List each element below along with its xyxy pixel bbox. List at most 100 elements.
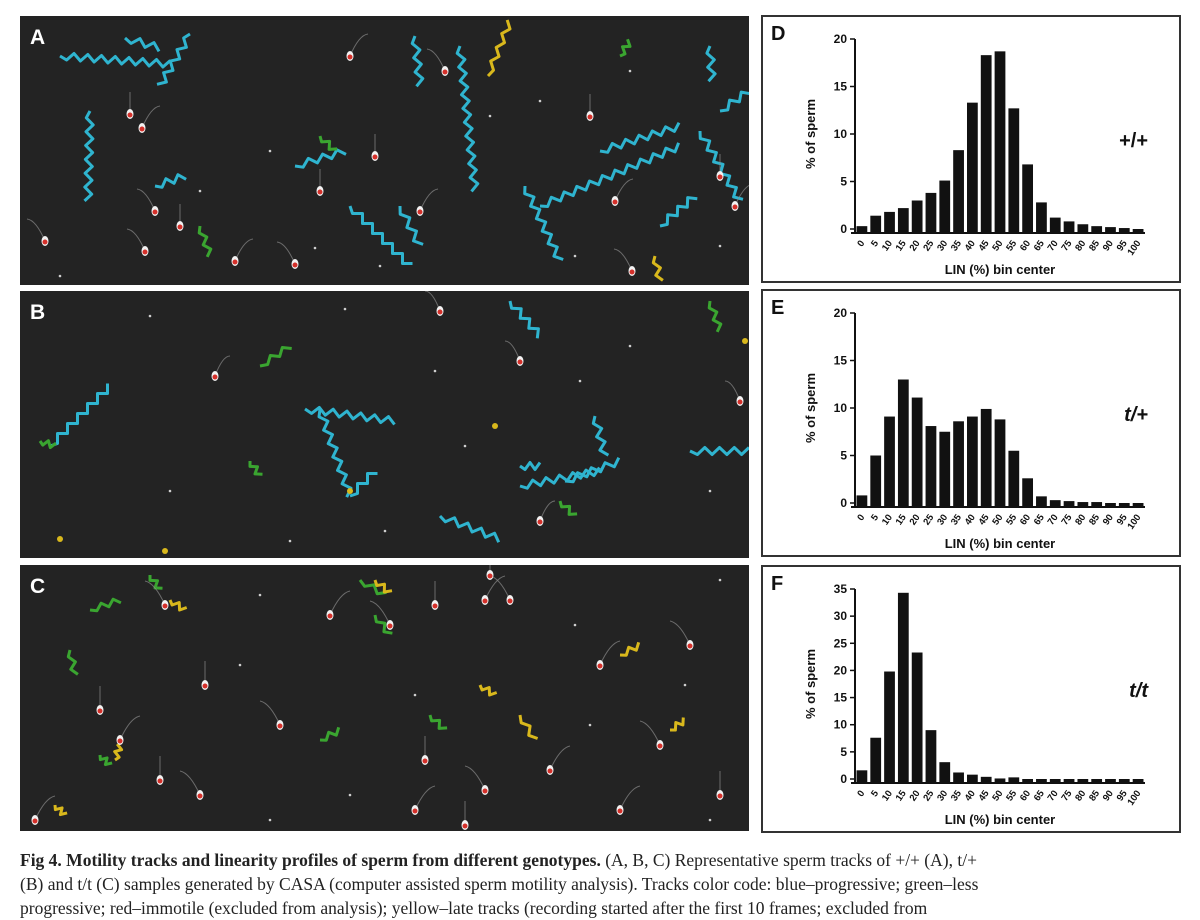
debris-dot (578, 379, 582, 383)
bar (925, 192, 937, 232)
debris-dot (268, 818, 272, 822)
bar (1036, 202, 1047, 232)
x-tick-label: 40 (963, 512, 978, 527)
y-tick-label: 15 (834, 80, 848, 94)
bar (1118, 779, 1130, 782)
sperm-marker (177, 224, 183, 230)
figure-caption: Fig 4. Motility tracks and linearity pro… (20, 848, 1190, 920)
panel-letter-c: C (30, 575, 46, 598)
y-tick-label: 5 (840, 745, 847, 759)
debris-dot (268, 149, 272, 153)
sperm-marker (482, 788, 488, 794)
sperm-marker (432, 603, 438, 609)
x-tick-label: 55 (1004, 238, 1019, 254)
bar (994, 778, 1006, 782)
sperm-track (438, 514, 501, 543)
debris-dot (238, 663, 242, 667)
x-tick-label: 100 (1125, 512, 1143, 531)
sperm-track (518, 714, 539, 740)
sperm-tail (34, 795, 56, 821)
sperm-marker (617, 808, 623, 814)
bar (856, 226, 868, 232)
debris-dot (708, 489, 712, 493)
bar (1008, 108, 1020, 232)
bar (1022, 779, 1034, 782)
debris-dot (288, 539, 292, 543)
bar (994, 51, 1006, 232)
sperm-marker (737, 399, 743, 405)
debris-dot (488, 114, 492, 118)
sperm-marker (372, 154, 378, 160)
sperm-marker (202, 683, 208, 689)
chart-e: E 0 5 10 15 20 0 5 10 15 20 25 30 35 40 45 50 55 60 65 70 75… (761, 289, 1181, 557)
sperm-tail (613, 248, 633, 272)
bar (1091, 779, 1103, 782)
bar (911, 397, 923, 506)
sperm-tail (276, 241, 296, 265)
bar (1077, 779, 1089, 782)
bar (1077, 224, 1089, 232)
sperm-track (719, 90, 749, 113)
sperm-track (619, 38, 632, 58)
sperm-track (659, 196, 698, 228)
x-tick-label: 80 (1073, 788, 1088, 803)
debris-dot (708, 818, 712, 822)
y-tick-label: 25 (834, 636, 848, 650)
sperm-marker (347, 54, 353, 60)
debris-dot (628, 344, 632, 348)
debris-dot (588, 723, 592, 727)
sperm-track (349, 472, 378, 498)
sperm-tail (136, 188, 156, 212)
bar (1036, 496, 1047, 506)
sperm-track (478, 684, 498, 697)
sperm-tail (126, 228, 146, 252)
debris-dot (348, 793, 352, 797)
debris-dot (168, 489, 172, 493)
sperm-track (49, 383, 109, 448)
x-tick-label: 25 (921, 238, 936, 254)
micrograph-c: C (20, 565, 749, 831)
sperm-marker (687, 643, 693, 649)
sperm-marker (507, 598, 513, 604)
x-tick-label: 90 (1101, 788, 1116, 803)
y-tick-label: 10 (834, 401, 848, 415)
sperm-track (89, 597, 122, 613)
debris-dot (683, 683, 687, 687)
genotype-annotation: t/+ (1124, 404, 1148, 426)
sperm-tail (619, 785, 641, 811)
bar (1022, 164, 1034, 232)
sperm-marker (317, 189, 323, 195)
x-tick-label: 75 (1059, 512, 1074, 528)
bar (1105, 503, 1116, 506)
bar (925, 730, 937, 782)
bar (1008, 450, 1020, 506)
x-tick-label: 55 (1004, 788, 1019, 804)
debris-dot (343, 307, 347, 311)
x-tick-label: 20 (908, 512, 923, 527)
genotype-annotation: +/+ (1119, 130, 1148, 152)
x-tick-label: 60 (1018, 238, 1033, 253)
x-tick-label: 30 (935, 238, 950, 253)
bar (856, 495, 868, 506)
x-tick-label: 15 (894, 512, 909, 528)
sperm-marker (162, 603, 168, 609)
sperm-marker (437, 309, 443, 315)
y-axis-title: % of sperm (803, 649, 818, 719)
sperm-track (651, 255, 664, 282)
bar (870, 455, 882, 506)
bar (897, 208, 909, 232)
sperm-tail (141, 105, 161, 129)
x-tick-label: 0 (855, 512, 867, 523)
x-tick-label: 30 (935, 512, 950, 527)
bar (911, 200, 923, 232)
bar (939, 180, 951, 232)
sperm-marker (587, 114, 593, 120)
sperm-track (348, 205, 413, 265)
sperm-track (154, 173, 187, 189)
x-tick-label: 35 (949, 788, 964, 804)
sperm-marker (139, 126, 145, 132)
x-tick-label: 75 (1059, 238, 1074, 254)
debris-dot (718, 578, 722, 582)
x-tick-label: 10 (880, 512, 895, 527)
bar (870, 737, 882, 782)
